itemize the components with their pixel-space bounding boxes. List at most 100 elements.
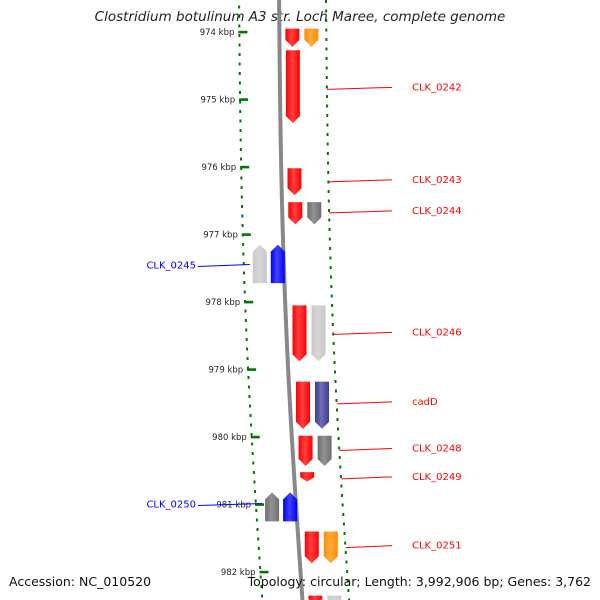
guide-dot-left: [261, 594, 264, 598]
guide-dot-right: [326, 104, 329, 108]
guide-dot-left: [248, 404, 251, 408]
guide-dot-right: [327, 180, 330, 184]
tick-mark: [254, 503, 264, 506]
gene-feature-light_gray[interactable]: [327, 595, 342, 600]
guide-dot-left: [243, 281, 246, 284]
gene-feature-red[interactable]: [285, 28, 300, 47]
guide-dot-right: [333, 361, 336, 364]
guide-dot-left: [248, 395, 251, 398]
gene-feature-red[interactable]: [308, 595, 323, 600]
guide-dot-right: [326, 133, 329, 136]
guide-dot-left: [240, 167, 243, 170]
guide-dot-right: [339, 465, 342, 469]
guide-dot-left: [242, 262, 245, 265]
accession-text: Accession: NC_010520: [9, 574, 152, 589]
guide-dot-right: [344, 541, 347, 545]
gene-feature-blue[interactable]: [270, 244, 285, 284]
gene-label[interactable]: CLK_0246: [412, 327, 462, 338]
guide-dot-left: [239, 138, 242, 142]
gene-feature-gray[interactable]: [317, 435, 332, 466]
guide-dot-right: [325, 19, 328, 22]
tick-mark: [239, 98, 249, 101]
guide-dot-left: [251, 452, 254, 455]
guide-dot-right: [328, 228, 331, 231]
gene-feature-blue[interactable]: [283, 492, 298, 522]
gene-feature-navy[interactable]: [315, 381, 329, 429]
gene-feature-gray[interactable]: [307, 202, 322, 225]
guide-dot-left: [247, 366, 250, 370]
guide-dot-right: [331, 313, 334, 317]
guide-dot-right: [330, 285, 333, 288]
topology-summary: Topology: circular; Length: 3,992,906 bp…: [247, 574, 591, 589]
label-leader: [333, 331, 393, 335]
guide-dot-right: [329, 247, 332, 250]
guide-dot-right: [327, 199, 330, 203]
guide-dot-right: [325, 28, 328, 32]
gene-feature-red[interactable]: [300, 472, 315, 482]
gene-label[interactable]: CLK_0248: [412, 443, 462, 454]
guide-dot-left: [238, 43, 241, 47]
gene-feature-red[interactable]: [296, 381, 310, 429]
guide-dot-left: [247, 385, 250, 389]
guide-dot-left: [254, 490, 257, 493]
gene-label[interactable]: CLK_0243: [412, 175, 462, 186]
label-leader: [345, 545, 393, 549]
guide-dot-right: [333, 351, 336, 355]
guide-dot-left: [238, 24, 241, 28]
guide-dot-left: [244, 309, 247, 313]
gene-feature-light_gray[interactable]: [252, 244, 267, 284]
gene-feature-gray[interactable]: [265, 492, 280, 522]
guide-dot-right: [340, 484, 343, 488]
guide-dot-left: [240, 157, 243, 161]
label-leader: [329, 210, 393, 214]
tick-label: 974 kbp: [200, 28, 235, 38]
gene-feature-red[interactable]: [298, 435, 313, 466]
gene-feature-red[interactable]: [288, 202, 303, 225]
guide-dot-right: [341, 494, 344, 497]
guide-dot-right: [343, 532, 346, 535]
guide-dot-left: [252, 461, 255, 465]
gene-feature-red[interactable]: [287, 168, 302, 196]
guide-dot-right: [325, 66, 328, 70]
guide-dot-right: [341, 503, 344, 507]
guide-dot-right: [338, 446, 341, 450]
gene-label[interactable]: CLK_0249: [412, 472, 462, 483]
guide-dot-right: [339, 475, 342, 478]
guide-dot-left: [251, 442, 254, 446]
gene-label[interactable]: CLK_0244: [412, 206, 462, 217]
gene-feature-orange[interactable]: [323, 531, 338, 564]
guide-dot-left: [242, 252, 245, 256]
guide-dot-left: [253, 480, 256, 484]
guide-dot-left: [250, 423, 253, 427]
guide-dot-right: [347, 589, 350, 592]
gene-label[interactable]: CLK_0250: [146, 500, 196, 511]
guide-dot-right: [345, 560, 348, 564]
guide-dot-left: [246, 347, 249, 351]
gene-feature-red[interactable]: [285, 50, 300, 124]
guide-dot-right: [337, 427, 340, 431]
guide-dot-right: [335, 399, 338, 402]
guide-dot-right: [331, 323, 334, 326]
kbp-ticks: 974 kbp 975 kbp 976 kbp 977 kbp 978 kbp 979 k…: [200, 28, 269, 578]
guide-dot-right: [327, 171, 330, 174]
guide-dot-right: [334, 380, 337, 383]
guide-dot-right: [332, 342, 335, 345]
guide-dot-left: [260, 585, 263, 588]
guide-dot-left: [250, 433, 253, 436]
label-leader: [341, 476, 393, 480]
guide-dot-left: [247, 376, 250, 379]
gene-features: [252, 28, 342, 600]
gene-label[interactable]: cadD: [412, 397, 438, 408]
tick-mark: [247, 368, 257, 371]
gene-feature-orange[interactable]: [304, 28, 319, 47]
gene-feature-red[interactable]: [304, 531, 319, 564]
gene-feature-light_gray[interactable]: [311, 305, 326, 362]
guide-dot-right: [329, 256, 332, 260]
tick-mark: [241, 233, 251, 236]
guide-dot-left: [258, 556, 261, 560]
label-leader: [336, 401, 393, 405]
gene-label[interactable]: CLK_0245: [146, 261, 196, 272]
gene-feature-red[interactable]: [292, 305, 307, 362]
gene-label[interactable]: CLK_0242: [412, 82, 462, 93]
gene-label[interactable]: CLK_0251: [412, 541, 462, 552]
